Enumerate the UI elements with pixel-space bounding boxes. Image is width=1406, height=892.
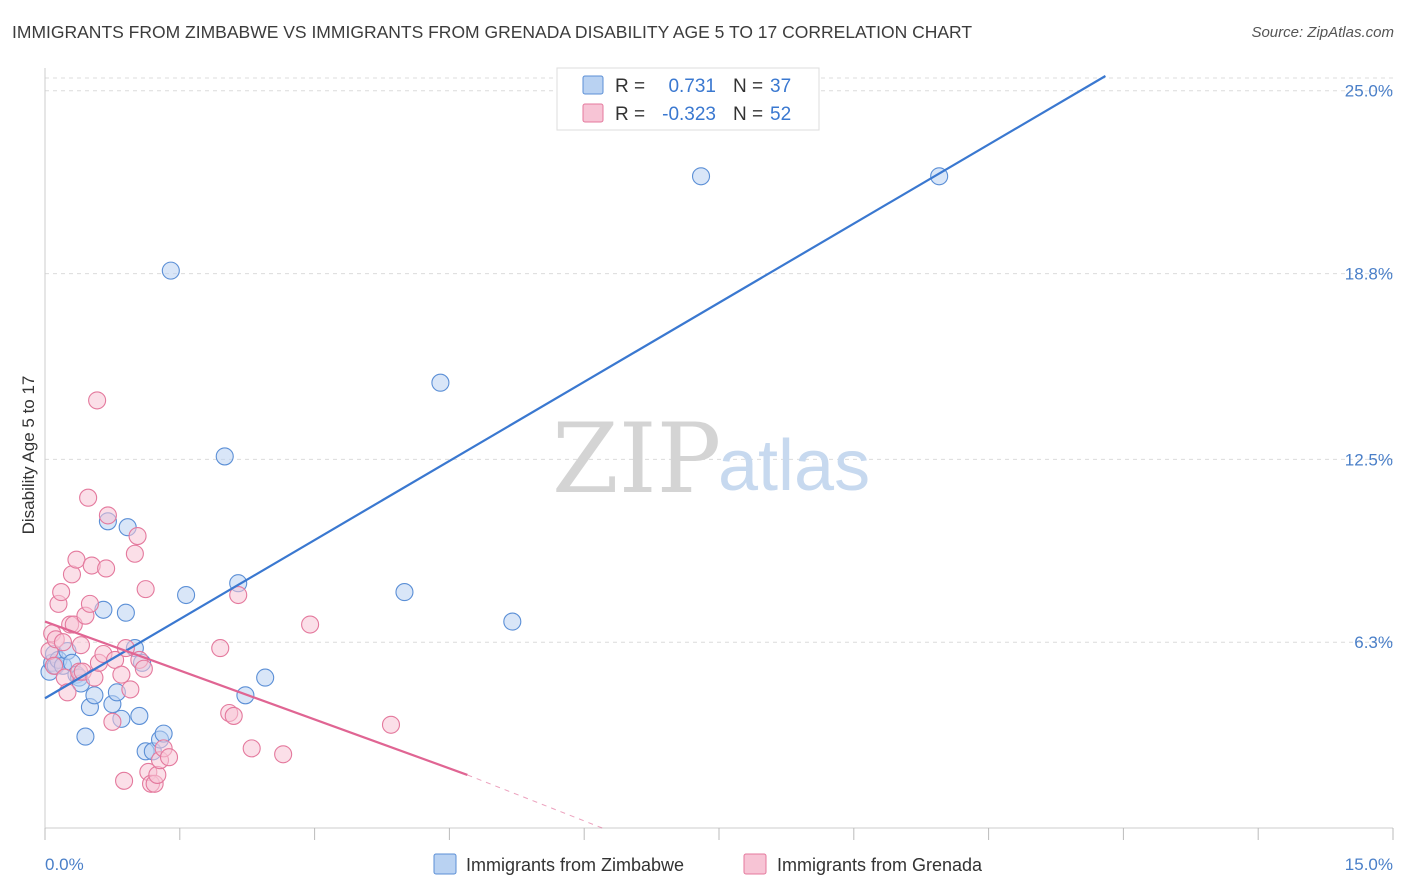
y-tick-label-0: 6.3% (1354, 633, 1393, 652)
x-tick-label-1: 15.0% (1345, 855, 1393, 874)
point-grenada-47 (229, 585, 248, 605)
watermark: ZIP atlas (552, 403, 870, 515)
x-tick-label-0: 0.0% (45, 855, 84, 874)
point-zimbabwe-34 (395, 583, 414, 602)
point-grenada-12 (67, 550, 86, 569)
point-zimbabwe-13 (85, 686, 104, 705)
point-grenada-32 (125, 544, 144, 563)
legend-n-label-zimbabwe: N = (733, 76, 763, 97)
point-zimbabwe-11 (76, 727, 95, 746)
point-grenada-8 (58, 683, 77, 702)
point-grenada-5 (52, 583, 71, 602)
point-grenada-36 (136, 580, 155, 599)
axes (44, 68, 1394, 840)
bottom-legend-label-grenada: Immigrants from Grenada (777, 855, 983, 875)
legend: R = 0.731 N = 37 R = -0.323 N = 52 (556, 67, 820, 131)
point-grenada-14 (71, 636, 90, 655)
bottom-legend-swatch-grenada (743, 853, 767, 875)
legend-r-label-zimbabwe: R = (615, 76, 645, 97)
legend-swatch-zimbabwe (582, 75, 604, 95)
point-grenada-26 (103, 712, 122, 731)
point-grenada-40 (148, 765, 167, 784)
point-zimbabwe-33 (256, 668, 275, 687)
chart-title: IMMIGRANTS FROM ZIMBABWE VS IMMIGRANTS F… (12, 22, 973, 42)
watermark-atlas: atlas (718, 426, 870, 506)
legend-r-value-grenada: -0.323 (662, 104, 716, 125)
point-grenada-50 (301, 615, 320, 634)
point-grenada-28 (112, 665, 131, 684)
point-zimbabwe-30 (215, 447, 234, 466)
legend-n-label-grenada: N = (733, 104, 763, 125)
point-grenada-21 (88, 391, 107, 410)
point-grenada-6 (53, 633, 73, 652)
y-tick-label-2: 18.8% (1345, 265, 1393, 284)
legend-n-value-grenada: 52 (770, 104, 791, 125)
point-grenada-29 (115, 771, 134, 790)
point-grenada-49 (274, 745, 293, 764)
point-grenada-2 (44, 656, 64, 675)
bottom-legend: Immigrants from Zimbabwe Immigrants from… (433, 853, 983, 875)
point-zimbabwe-19 (116, 603, 135, 622)
point-zimbabwe-29 (177, 585, 196, 605)
trendline-grenada (44, 620, 468, 776)
bottom-legend-label-zimbabwe: Immigrants from Zimbabwe (466, 855, 684, 875)
source-credit: Source: ZipAtlas.com (1251, 24, 1394, 41)
point-grenada-17 (79, 488, 98, 507)
point-grenada-33 (128, 526, 147, 546)
point-grenada-44 (211, 639, 230, 658)
point-grenada-31 (121, 680, 140, 699)
watermark-zip: ZIP (552, 403, 721, 515)
y-axis-label: Disability Age 5 to 17 (19, 376, 38, 535)
trendlines (44, 75, 1106, 829)
point-grenada-46 (224, 706, 243, 725)
legend-r-label-grenada: R = (615, 104, 645, 125)
point-grenada-35 (134, 659, 153, 678)
y-tick-labels: 6.3% 12.5% 18.8% 25.0% (1345, 82, 1393, 652)
y-tick-label-1: 12.5% (1345, 450, 1393, 469)
point-grenada-51 (381, 715, 401, 734)
point-grenada-43 (159, 748, 179, 767)
bottom-legend-swatch-zimbabwe (433, 853, 457, 875)
gridlines (45, 77, 1393, 643)
legend-swatch-grenada (582, 103, 604, 123)
x-tick-labels: 0.0% 15.0% (45, 855, 1393, 874)
point-grenada-24 (97, 559, 116, 578)
point-zimbabwe-28 (161, 261, 180, 280)
point-zimbabwe-36 (503, 612, 522, 631)
point-zimbabwe-22 (130, 706, 149, 725)
trendline-extension-grenada (467, 774, 603, 829)
series-grenada-points (40, 391, 401, 793)
point-grenada-25 (98, 506, 117, 525)
trendline-zimbabwe (44, 75, 1106, 700)
point-zimbabwe-37 (691, 167, 711, 186)
y-tick-label-3: 25.0% (1345, 82, 1393, 101)
point-zimbabwe-35 (431, 373, 450, 392)
point-grenada-48 (242, 739, 261, 758)
legend-n-value-zimbabwe: 37 (770, 76, 791, 97)
point-grenada-18 (80, 594, 99, 613)
legend-r-value-zimbabwe: 0.731 (668, 76, 716, 97)
